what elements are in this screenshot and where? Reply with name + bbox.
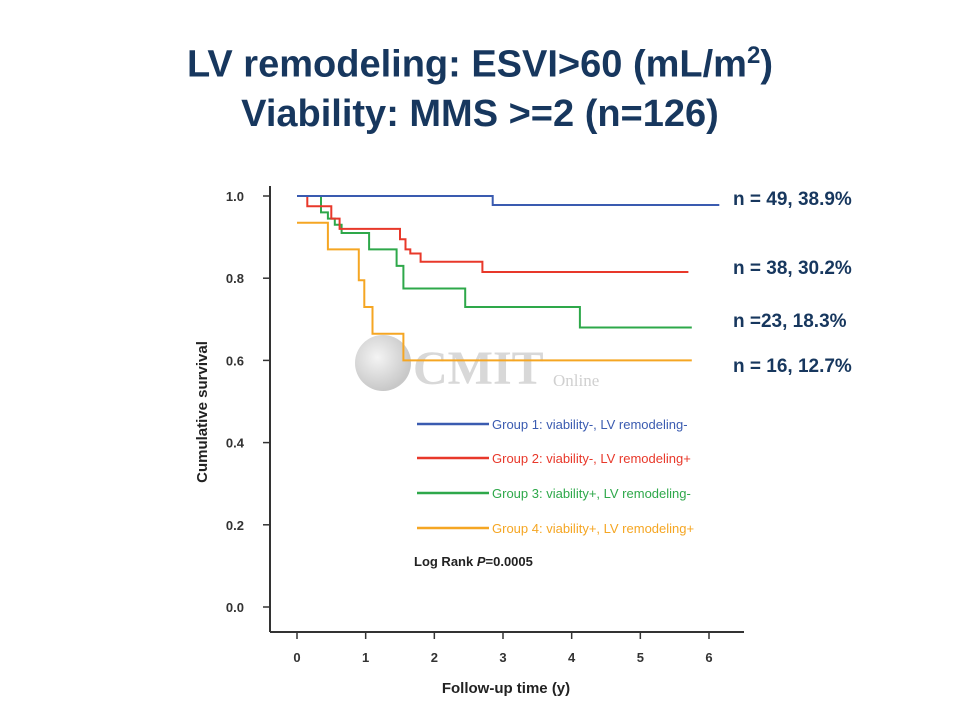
annotation-group-1: n = 49, 38.9%: [733, 189, 852, 210]
x-axis-title: Follow-up time (y): [442, 680, 570, 697]
y-tick-label: 0.8: [226, 271, 244, 286]
legend-label-group-3: Group 3: viability+, LV remodeling-: [492, 486, 691, 501]
title-superscript: 2: [746, 42, 761, 69]
x-tick-label: 4: [568, 650, 576, 665]
chart-legend: Group 1: viability-, LV remodeling- Group…: [417, 417, 694, 536]
annotation-group-4: n = 16, 12.7%: [733, 356, 852, 377]
slide-title-line-1: LV remodeling: ESVI>60 (mL/m2): [0, 42, 960, 87]
x-tick-label: 2: [431, 650, 438, 665]
x-tick-label: 1: [362, 650, 369, 665]
watermark-text: CMIT: [413, 342, 544, 395]
series-line-group-1: [297, 195, 720, 206]
y-tick-label: 1.0: [226, 189, 244, 204]
y-tick-label: 0.4: [226, 436, 245, 451]
legend-label-group-4: Group 4: viability+, LV remodeling+: [492, 521, 694, 536]
y-tick-label: 0.0: [226, 600, 244, 615]
x-tick-label: 3: [499, 650, 506, 665]
y-tick-label: 0.2: [226, 518, 244, 533]
log-rank-prefix: Log Rank: [414, 554, 477, 569]
log-rank-p-value: =0.0005: [486, 554, 533, 569]
annotation-group-3: n =23, 18.3%: [733, 311, 847, 332]
chart-series-lines: [297, 195, 720, 362]
title-line-1-main: LV remodeling: ESVI>60 (mL/m: [187, 43, 747, 86]
watermark: CMIT Online: [355, 335, 599, 395]
y-axis-title: Cumulative survival: [194, 341, 211, 483]
x-tick-label: 5: [637, 650, 644, 665]
watermark-globe-icon: [355, 335, 411, 391]
series-line-group-4: [297, 221, 692, 362]
x-tick-label: 6: [705, 650, 712, 665]
watermark-subtext: Online: [553, 371, 599, 390]
legend-label-group-1: Group 1: viability-, LV remodeling-: [492, 417, 688, 432]
log-rank-p-symbol: P: [477, 554, 486, 569]
legend-label-group-2: Group 2: viability-, LV remodeling+: [492, 451, 691, 466]
title-line-1-end: ): [760, 43, 773, 86]
x-tick-label: 0: [293, 650, 300, 665]
series-line-group-3: [297, 195, 692, 329]
y-tick-label: 0.6: [226, 353, 244, 368]
series-line-group-2: [297, 195, 689, 273]
annotation-group-2: n = 38, 30.2%: [733, 258, 852, 279]
slide-title-line-2: Viability: MMS >=2 (n=126): [241, 93, 719, 135]
log-rank-text: Log Rank P=0.0005: [414, 554, 533, 569]
chart-axes: 0.0 0.2 0.4 0.6 0.8 1.0 0 1 2 3 4 5 6 Follow-up time …: [194, 186, 744, 697]
